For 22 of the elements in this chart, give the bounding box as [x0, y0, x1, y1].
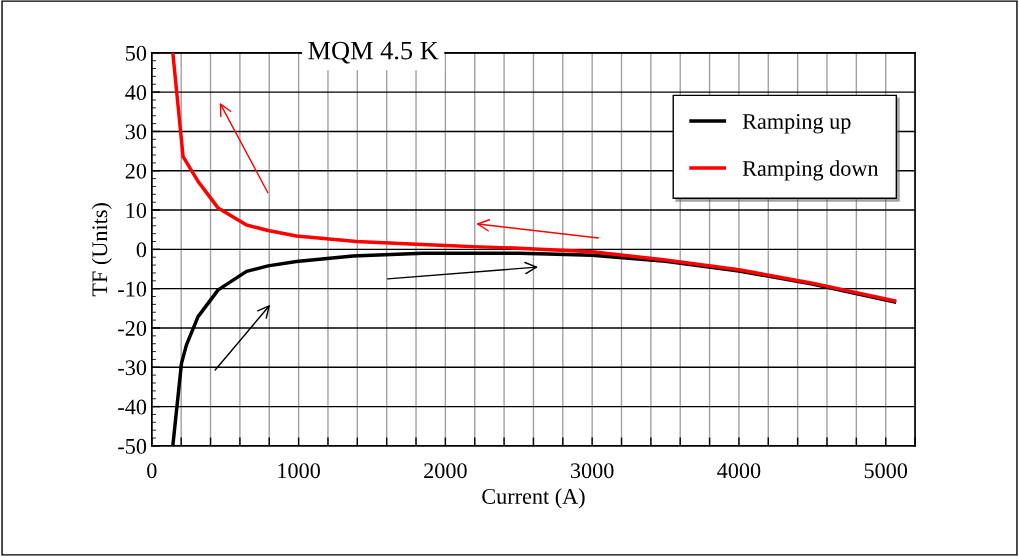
- x-tick-label: 0: [147, 463, 157, 479]
- y-axis-title: TF (Units): [91, 203, 112, 297]
- y-tick-label: 50: [126, 45, 147, 61]
- y-tick-label: 20: [125, 163, 147, 179]
- y-tick-label: 0: [136, 242, 147, 258]
- x-tick-label: 5000: [864, 463, 908, 479]
- y-tick-label: 10: [126, 202, 147, 218]
- y-tick-label: 40: [125, 85, 147, 101]
- chart-title: MQM 4.5 K: [308, 41, 439, 64]
- y-tick-label: -20: [118, 320, 147, 336]
- legend-label: Ramping up: [742, 114, 851, 134]
- legend-label: Ramping down: [742, 160, 879, 181]
- y-tick-label: -10: [118, 281, 147, 297]
- x-tick-label: 1000: [278, 463, 320, 479]
- x-axis-title: Current (A): [482, 488, 585, 509]
- y-tick-label: -30: [118, 360, 147, 376]
- x-tick-label: 3000: [571, 463, 614, 479]
- x-tick-label: 2000: [424, 463, 467, 479]
- y-tick-label: -40: [118, 399, 147, 415]
- x-tick-label: 4000: [717, 463, 761, 479]
- y-tick-label: 30: [125, 124, 147, 140]
- y-tick-label: -50: [118, 438, 147, 454]
